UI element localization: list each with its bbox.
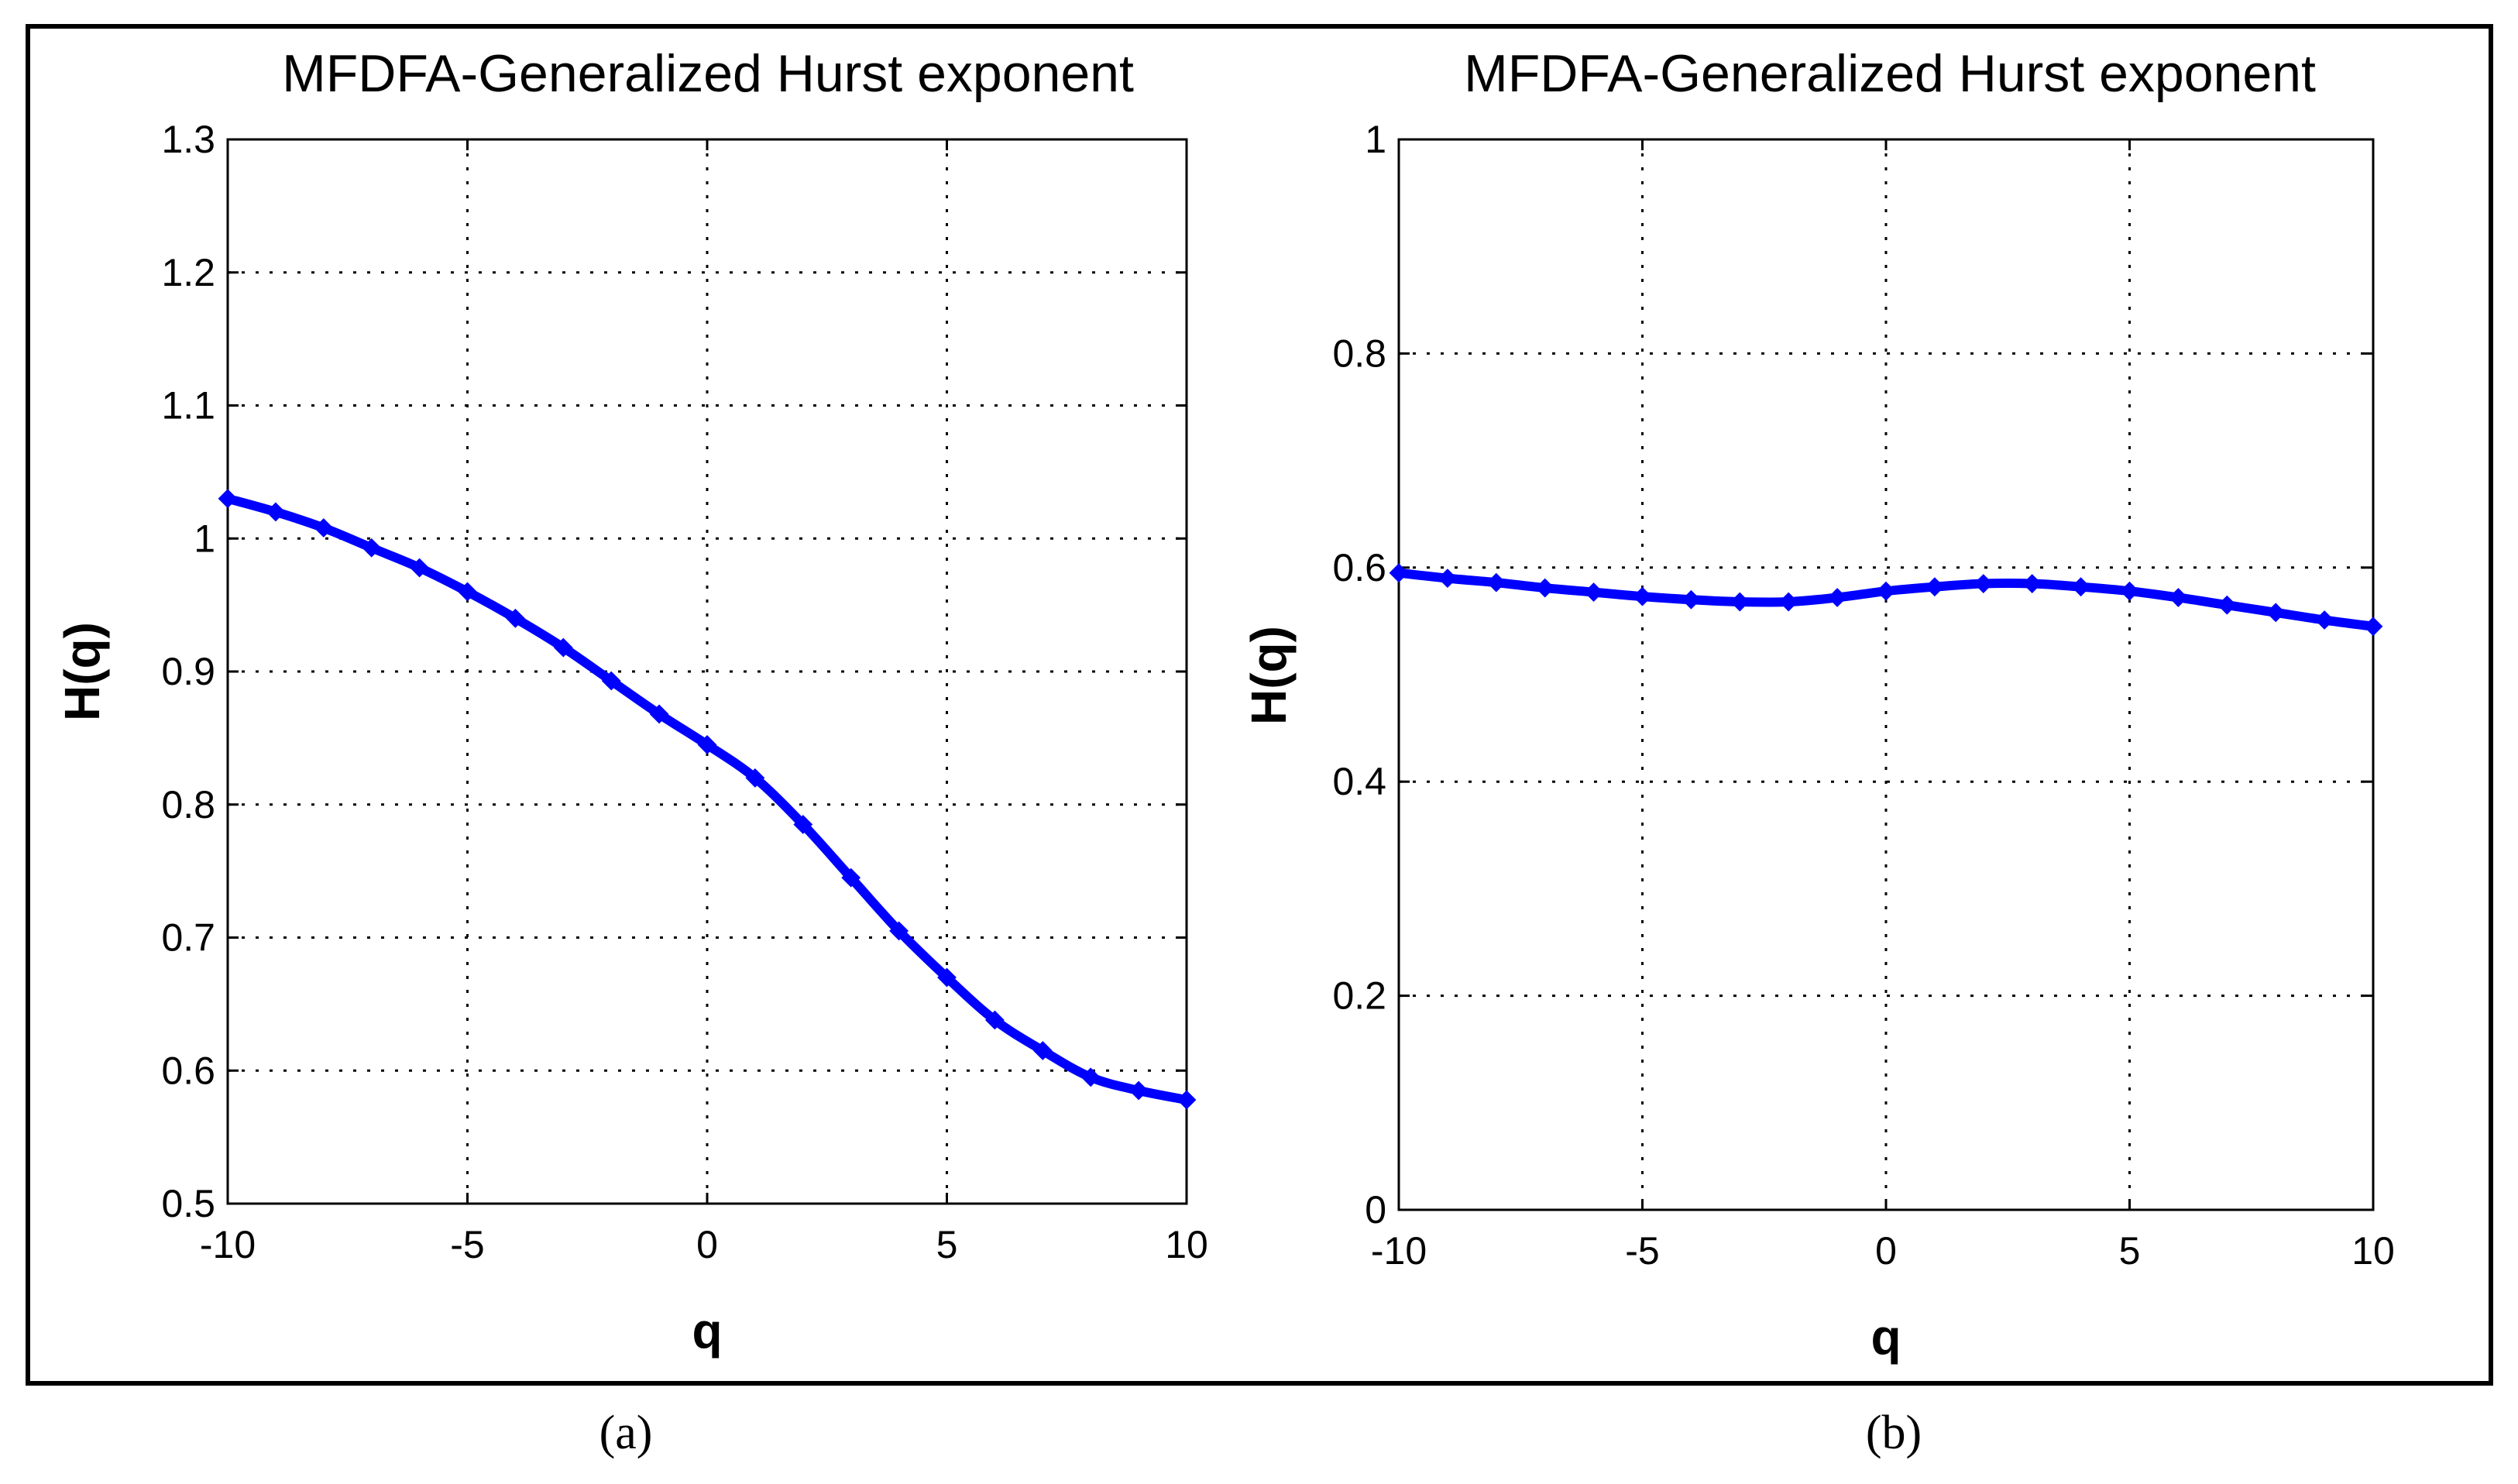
data-point-marker bbox=[505, 608, 525, 628]
data-point-marker bbox=[2266, 603, 2286, 623]
x-tick-label: 0 bbox=[696, 1223, 718, 1266]
data-point-marker bbox=[601, 671, 621, 691]
x-tick-label: 5 bbox=[936, 1223, 958, 1266]
y-tick-label: 0.8 bbox=[1332, 331, 1386, 375]
data-point-marker bbox=[649, 704, 669, 724]
panel-a-x-axis-label: q bbox=[692, 1303, 722, 1359]
data-point-marker bbox=[2363, 617, 2383, 637]
data-point-marker bbox=[1730, 592, 1750, 612]
data-point-marker bbox=[984, 1010, 1005, 1030]
data-point-marker bbox=[2120, 581, 2139, 601]
data-point-marker bbox=[697, 735, 717, 754]
panel-b-x-axis-label: q bbox=[1870, 1309, 1901, 1365]
panel-b-x-tick-labels: -10 -5 0 5 10 bbox=[1371, 1229, 2395, 1273]
y-tick-label: 1 bbox=[1365, 118, 1386, 161]
panel-a-x-tick-labels: -10 -5 0 5 10 bbox=[200, 1223, 1208, 1266]
data-point-marker bbox=[841, 867, 861, 888]
data-point-marker bbox=[266, 502, 286, 522]
data-point-marker bbox=[2314, 610, 2334, 630]
data-point-marker bbox=[2168, 588, 2188, 607]
data-point-marker bbox=[1876, 581, 1896, 601]
data-point-marker bbox=[458, 582, 477, 602]
data-point-marker bbox=[218, 489, 238, 509]
x-tick-label: 10 bbox=[1165, 1223, 1208, 1266]
data-point-marker bbox=[1584, 582, 1604, 603]
data-point-marker bbox=[362, 538, 382, 558]
panel-a-y-axis-label: H(q) bbox=[54, 622, 110, 721]
y-tick-label: 1 bbox=[194, 517, 215, 560]
panel-a-caption: (a) bbox=[599, 1407, 653, 1459]
y-tick-label: 0.6 bbox=[1332, 546, 1386, 589]
data-point-marker bbox=[793, 815, 813, 834]
panel-b-grid bbox=[1397, 138, 2375, 1211]
x-tick-label: 0 bbox=[1875, 1229, 1897, 1273]
panel-b-series bbox=[1389, 563, 2383, 637]
data-point-marker bbox=[1389, 563, 1409, 583]
data-point-marker bbox=[314, 518, 334, 538]
y-tick-label: 0.9 bbox=[161, 650, 215, 693]
panel-b-caption: (b) bbox=[1866, 1407, 1922, 1459]
data-point-marker bbox=[889, 921, 909, 941]
data-point-marker bbox=[1633, 586, 1652, 606]
data-point-marker bbox=[1827, 588, 1847, 607]
y-tick-label: 1.3 bbox=[161, 118, 215, 161]
data-point-marker bbox=[410, 558, 430, 578]
data-point-marker bbox=[1080, 1067, 1101, 1087]
panel-b-y-axis-label: H(q) bbox=[1241, 626, 1297, 725]
data-point-marker bbox=[1032, 1041, 1053, 1060]
data-point-marker bbox=[1974, 574, 1994, 593]
panel-b-y-tick-labels: 0 0.2 0.4 0.6 0.8 1 bbox=[1332, 118, 1386, 1232]
panel-b-plot-area bbox=[1397, 138, 2375, 1211]
data-point-marker bbox=[1177, 1090, 1197, 1110]
y-tick-label: 0 bbox=[1365, 1188, 1386, 1232]
y-tick-label: 0.7 bbox=[161, 916, 215, 960]
data-point-marker bbox=[1778, 592, 1798, 612]
data-point-marker bbox=[2071, 577, 2091, 597]
y-tick-label: 0.5 bbox=[161, 1182, 215, 1225]
data-point-marker bbox=[2217, 595, 2237, 615]
x-tick-label: -5 bbox=[1625, 1229, 1659, 1273]
panel-a-series bbox=[218, 489, 1197, 1110]
x-tick-label: -10 bbox=[200, 1223, 256, 1266]
data-point-marker bbox=[1535, 578, 1555, 598]
panel-a-grid bbox=[226, 138, 1188, 1205]
data-point-marker bbox=[1128, 1080, 1149, 1101]
data-point-marker bbox=[1681, 589, 1701, 610]
y-tick-label: 1.1 bbox=[161, 384, 215, 428]
y-tick-label: 0.8 bbox=[161, 783, 215, 826]
y-tick-label: 1.2 bbox=[161, 251, 215, 294]
data-point-marker bbox=[1486, 572, 1506, 593]
x-tick-label: -5 bbox=[450, 1223, 484, 1266]
y-tick-label: 0.4 bbox=[1332, 760, 1386, 803]
panel-a-y-tick-labels: 0.5 0.6 0.7 0.8 0.9 1 1.1 1.2 1.3 bbox=[161, 118, 215, 1225]
x-tick-label: 5 bbox=[2119, 1229, 2141, 1273]
data-point-marker bbox=[937, 967, 957, 988]
panel-b: MFDFA-Generalized Hurst exponent 0 0.2 0.4… bbox=[1241, 44, 2395, 1459]
y-tick-label: 0.6 bbox=[161, 1049, 215, 1092]
y-tick-label: 0.2 bbox=[1332, 974, 1386, 1018]
x-tick-label: -10 bbox=[1371, 1229, 1427, 1273]
data-point-marker bbox=[1925, 577, 1945, 597]
panel-a: MFDFA-Generalized Hurst exponent 0.50.60… bbox=[54, 44, 1208, 1459]
x-tick-label: 10 bbox=[2351, 1229, 2395, 1273]
panel-a-title: MFDFA-Generalized Hurst exponent bbox=[282, 44, 1134, 103]
data-point-marker bbox=[2022, 574, 2042, 593]
data-point-marker bbox=[1438, 569, 1458, 589]
panel-b-title: MFDFA-Generalized Hurst exponent bbox=[1464, 44, 2316, 103]
data-point-marker bbox=[745, 768, 765, 788]
data-point-marker bbox=[553, 637, 573, 658]
